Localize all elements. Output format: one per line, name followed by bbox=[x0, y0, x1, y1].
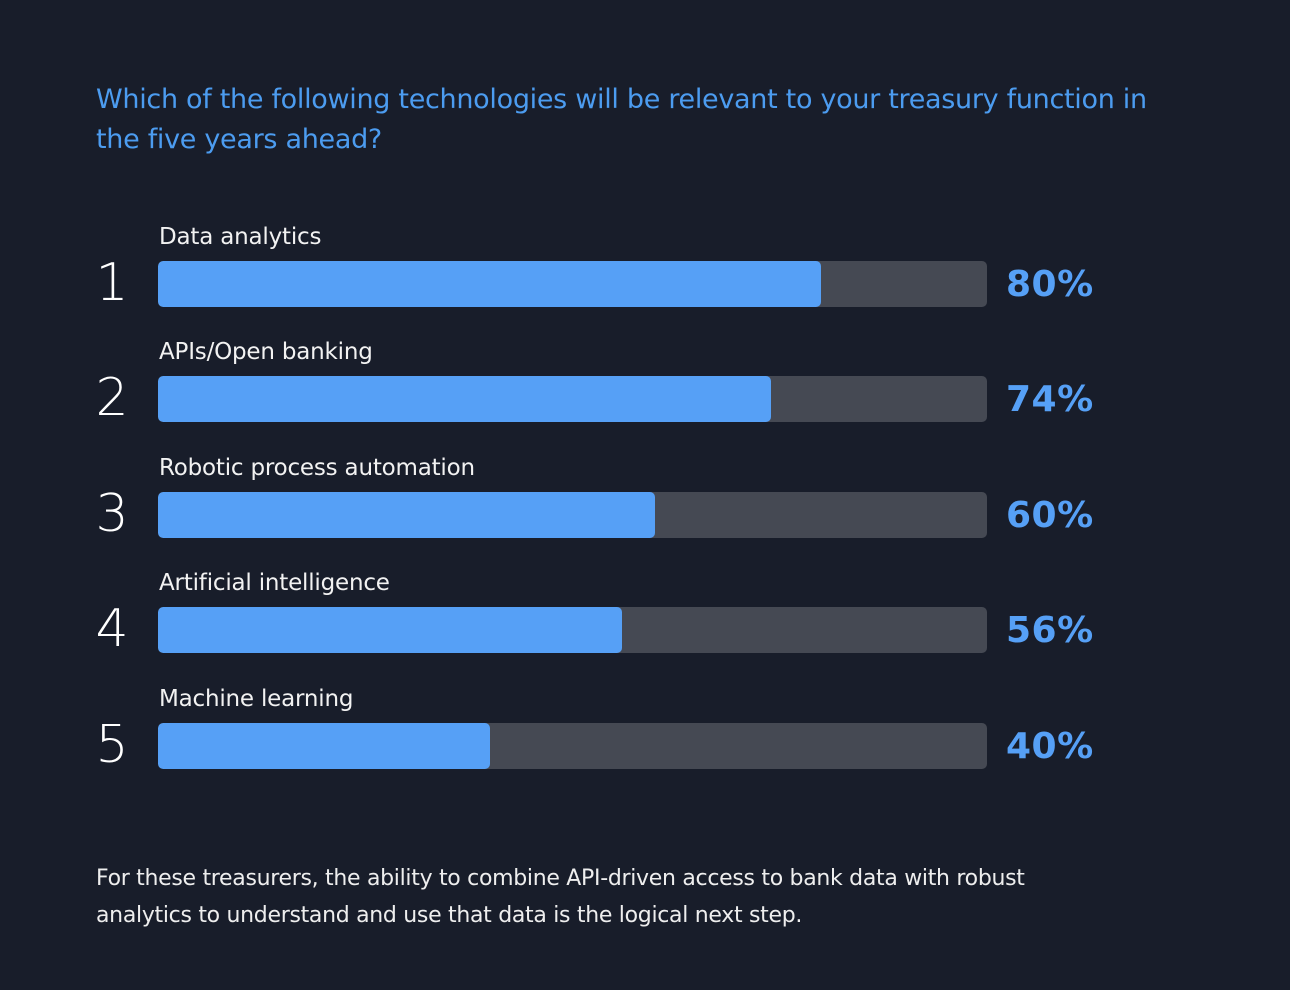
row-label: Data analytics bbox=[159, 224, 322, 250]
rank-number: 2 bbox=[95, 368, 129, 428]
chart-row: Data analytics 1 80% bbox=[0, 222, 1290, 332]
rank-number: 1 bbox=[95, 253, 129, 313]
value-label: 40% bbox=[1006, 726, 1094, 767]
rank-number: 4 bbox=[95, 599, 129, 659]
bar-track bbox=[158, 492, 987, 538]
value-label: 56% bbox=[1006, 610, 1094, 651]
chart-row: Robotic process automation 3 60% bbox=[0, 453, 1290, 563]
chart-title: Which of the following technologies will… bbox=[96, 84, 1147, 155]
row-label: Machine learning bbox=[159, 686, 354, 712]
rank-number: 3 bbox=[95, 484, 129, 544]
bar-track bbox=[158, 607, 987, 653]
chart-row: APIs/Open banking 2 74% bbox=[0, 337, 1290, 447]
bar-fill bbox=[158, 607, 623, 653]
bar-track bbox=[158, 723, 987, 769]
value-label: 80% bbox=[1006, 264, 1094, 305]
bar-fill bbox=[158, 492, 656, 538]
chart-row: Machine learning 5 40% bbox=[0, 684, 1290, 794]
bar-track bbox=[158, 261, 987, 307]
row-label: APIs/Open banking bbox=[159, 339, 373, 365]
value-label: 74% bbox=[1006, 379, 1094, 420]
value-label: 60% bbox=[1006, 495, 1094, 536]
footnote: For these treasurers, the ability to com… bbox=[96, 866, 1025, 928]
chart-row: Artificial intelligence 4 56% bbox=[0, 568, 1290, 678]
bar-fill bbox=[158, 723, 490, 769]
bar-track bbox=[158, 376, 987, 422]
row-label: Artificial intelligence bbox=[159, 570, 390, 596]
rank-number: 5 bbox=[95, 715, 129, 775]
bar-fill bbox=[158, 376, 772, 422]
row-label: Robotic process automation bbox=[159, 455, 475, 481]
bar-fill bbox=[158, 261, 822, 307]
